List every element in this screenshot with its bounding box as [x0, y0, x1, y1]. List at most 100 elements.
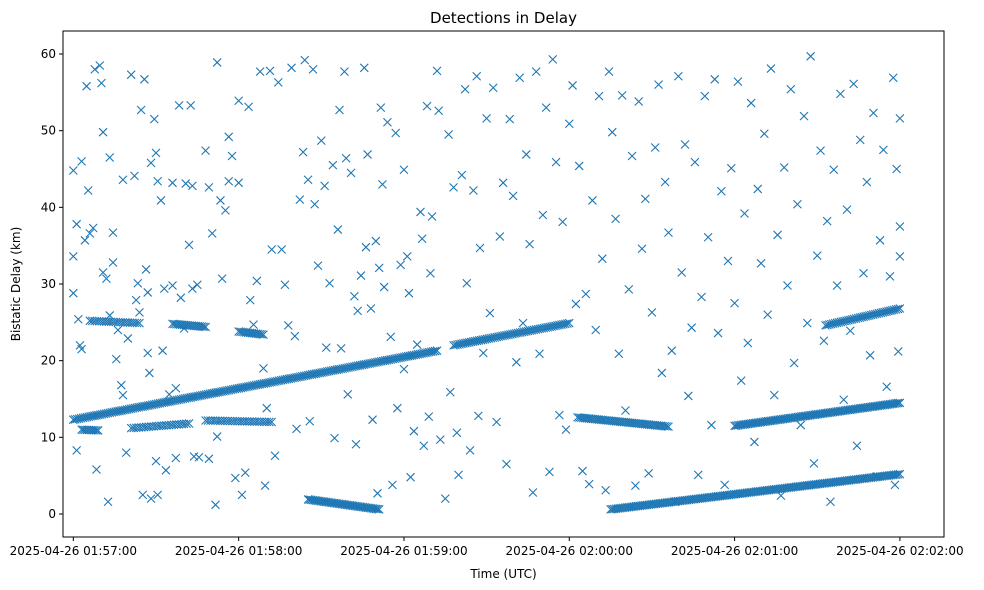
data-point	[591, 325, 601, 335]
data-point	[90, 425, 99, 435]
data-point	[783, 281, 792, 290]
data-point	[895, 222, 905, 231]
data-point	[660, 177, 670, 187]
data-point	[216, 196, 225, 205]
data-point	[611, 214, 620, 224]
data-point	[518, 318, 528, 328]
data-point	[895, 252, 905, 261]
data-point	[621, 406, 630, 415]
data-point	[753, 184, 763, 194]
data-point	[776, 491, 786, 500]
data-point	[93, 426, 103, 435]
data-point	[402, 252, 412, 261]
data-point	[462, 278, 472, 288]
data-point	[77, 156, 86, 166]
data-point	[186, 100, 196, 110]
data-point	[756, 258, 766, 268]
data-point	[836, 89, 845, 99]
data-point	[488, 83, 498, 93]
data-point	[77, 344, 86, 354]
data-point	[95, 61, 105, 70]
data-point	[839, 395, 849, 405]
data-point	[373, 504, 382, 514]
data-point	[383, 117, 392, 127]
data-point	[637, 244, 647, 254]
data-point	[508, 191, 518, 201]
data-point	[192, 280, 202, 290]
data-point	[574, 161, 584, 171]
data-point	[548, 54, 558, 64]
data-point	[179, 324, 189, 333]
data-point	[392, 403, 402, 413]
data-point	[130, 171, 139, 181]
data-point	[257, 329, 266, 339]
data-point	[664, 422, 673, 431]
data-point	[816, 146, 825, 155]
data-point	[260, 481, 270, 491]
data-point	[419, 441, 429, 451]
data-point	[168, 178, 177, 188]
data-point	[417, 234, 427, 244]
data-point	[859, 268, 868, 278]
data-point	[845, 326, 855, 336]
data-point	[336, 344, 346, 353]
data-point	[422, 101, 432, 111]
data-point	[366, 304, 376, 313]
data-point	[184, 240, 194, 250]
data-point	[262, 403, 272, 413]
data-point	[723, 256, 733, 266]
data-point	[793, 199, 802, 209]
data-point	[521, 150, 531, 159]
data-point	[891, 470, 901, 479]
data-point	[252, 276, 262, 286]
data-point	[412, 340, 422, 349]
data-point	[478, 348, 488, 358]
data-point	[135, 318, 144, 328]
data-point	[349, 291, 359, 301]
data-point	[812, 251, 822, 261]
data-point	[594, 91, 604, 101]
data-point	[379, 282, 389, 292]
data-point	[720, 480, 730, 490]
plot-area	[62, 30, 945, 538]
data-point	[98, 268, 108, 277]
data-point	[73, 314, 83, 324]
data-point	[249, 320, 258, 330]
data-point	[396, 260, 406, 270]
data-point	[829, 165, 839, 175]
data-point	[88, 223, 98, 233]
data-point	[156, 196, 166, 205]
data-point	[211, 500, 220, 510]
data-point	[244, 102, 253, 112]
data-point	[255, 67, 265, 77]
data-point	[212, 58, 222, 67]
data-point	[141, 265, 151, 274]
data-point	[267, 245, 277, 254]
data-point	[68, 166, 78, 175]
data-point	[270, 451, 280, 461]
data-point	[872, 472, 882, 481]
data-point	[330, 433, 339, 443]
data-point	[690, 157, 700, 167]
data-point	[255, 329, 265, 339]
data-point	[535, 349, 544, 359]
data-point	[201, 322, 210, 332]
data-point	[176, 293, 186, 303]
data-point	[363, 150, 372, 159]
data-point	[842, 205, 852, 215]
y-tick-label: 0	[48, 507, 56, 521]
data-point	[102, 274, 111, 284]
data-point	[888, 73, 898, 83]
data-point	[92, 465, 101, 474]
data-point	[359, 63, 369, 73]
data-point	[310, 199, 320, 209]
data-point	[697, 292, 706, 302]
data-point	[416, 207, 425, 217]
data-point	[118, 175, 128, 185]
data-point	[819, 336, 829, 346]
data-point	[146, 494, 156, 504]
data-point	[199, 322, 209, 332]
data-point	[305, 416, 315, 426]
data-point	[371, 504, 381, 514]
data-point	[693, 470, 703, 480]
